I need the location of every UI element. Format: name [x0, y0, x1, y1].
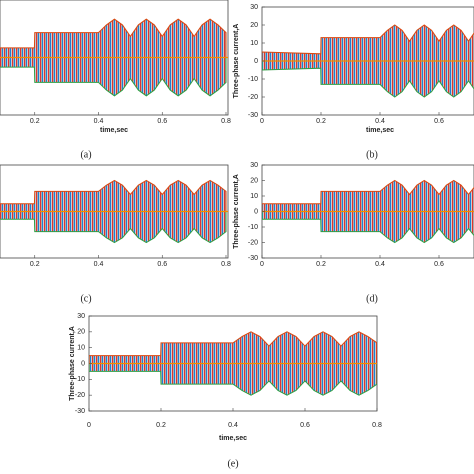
y-tick-label: 10 [77, 345, 85, 352]
panel-caption: (d) [366, 293, 378, 304]
x-tick-label: 0.4 [375, 261, 385, 268]
x-tick-label: 0 [260, 118, 264, 125]
plot [0, 179, 228, 244]
x-tick-label: 0.4 [228, 422, 238, 429]
y-tick-label: 20 [250, 177, 258, 184]
y-tick-label: 30 [77, 313, 85, 320]
panel: 0 0.2 0.4 0.6 0.8 -30 -20 -10 0 10 20 30 time,sec Thr… [69, 313, 382, 469]
x-tick-label: 0 [260, 261, 264, 268]
x-tick-label: 0.2 [30, 261, 40, 268]
y-tick-label: -10 [75, 376, 85, 383]
x-tick-label: 0.2 [316, 118, 326, 125]
panel: 0.2 0.4 0.6 0.8 (c) [0, 164, 231, 304]
current-envelope [0, 18, 227, 58]
x-tick-label: 0.4 [375, 118, 385, 125]
y-tick-label: 30 [250, 4, 258, 11]
current-envelope [0, 211, 227, 244]
y-axis-label: Three-phase current,A [233, 24, 240, 99]
y-tick-label: -20 [248, 239, 258, 246]
current-envelope [0, 179, 227, 212]
panel-caption: (c) [80, 293, 91, 304]
y-tick-label: 30 [250, 162, 258, 169]
current-envelope [262, 24, 474, 62]
y-tick-label: -30 [248, 112, 258, 119]
y-tick-label: 0 [81, 360, 85, 367]
y-tick-label: 10 [250, 193, 258, 200]
panel: 0 0.2 0.4 0.6 -30 -20 -10 0 10 20 30 Three-phase cu… [233, 162, 474, 304]
panel: 0 0.2 0.4 0.6 -30 -20 -10 0 10 20 30 time,sec Three-… [233, 4, 474, 160]
y-tick-label: -10 [248, 224, 258, 231]
current-envelope [262, 179, 474, 212]
y-tick-label: 0 [254, 58, 258, 65]
y-tick-label: -30 [75, 408, 85, 415]
y-tick-label: 10 [250, 40, 258, 47]
panel-caption: (b) [366, 149, 378, 160]
x-tick-label: 0.8 [221, 118, 231, 125]
x-tick-label: 0.2 [156, 422, 166, 429]
x-axis-label: time,sec [100, 127, 128, 134]
plot [262, 179, 474, 244]
x-tick-label: 0.8 [372, 422, 382, 429]
x-tick-label: 0.4 [94, 261, 104, 268]
x-tick-label: 0.6 [157, 261, 167, 268]
x-tick-label: 0.6 [300, 422, 310, 429]
panel-caption: (a) [80, 149, 91, 160]
y-axis-label: Three-phase current,A [233, 174, 240, 249]
y-tick-label: 20 [77, 329, 85, 336]
x-tick-label: 0.4 [94, 118, 104, 125]
panel-caption: (e) [227, 458, 238, 469]
plot [262, 24, 474, 98]
x-axis-label: time,sec [219, 435, 247, 442]
x-tick-label: 0 [87, 422, 91, 429]
y-tick-label: 0 [254, 208, 258, 215]
x-tick-label: 0.6 [157, 118, 167, 125]
x-tick-label: 0.8 [221, 261, 231, 268]
y-tick-label: -20 [248, 94, 258, 101]
x-axis-label: time,sec [366, 127, 394, 134]
x-tick-label: 0.2 [30, 118, 40, 125]
current-envelope [0, 57, 227, 97]
y-axis-label: Three-phase current,A [69, 326, 76, 401]
plot [0, 18, 228, 97]
x-tick-label: 0.2 [316, 261, 326, 268]
y-tick-label: -30 [248, 255, 258, 262]
y-tick-label: 20 [250, 22, 258, 29]
current-envelope [262, 60, 474, 98]
current-envelope [262, 211, 474, 244]
x-tick-label: 0.6 [434, 118, 444, 125]
current-envelope [89, 331, 377, 364]
current-envelope [89, 363, 377, 396]
x-tick-label: 0.6 [434, 261, 444, 268]
y-tick-label: -20 [75, 392, 85, 399]
y-tick-label: -10 [248, 76, 258, 83]
panel: 0.2 0.4 0.6 0.8 time,sec (a) [0, 0, 231, 160]
plot [89, 331, 377, 396]
